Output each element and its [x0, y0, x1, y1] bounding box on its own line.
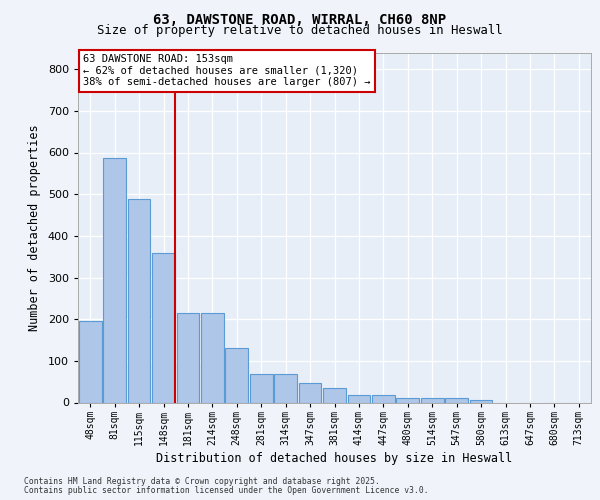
- Bar: [103, 158, 126, 402]
- Bar: [152, 252, 175, 402]
- Bar: [347, 395, 370, 402]
- Bar: [299, 382, 322, 402]
- Bar: [250, 374, 272, 402]
- Bar: [397, 398, 419, 402]
- Bar: [201, 312, 224, 402]
- Bar: [176, 312, 199, 402]
- Text: Size of property relative to detached houses in Heswall: Size of property relative to detached ho…: [97, 24, 503, 37]
- Bar: [470, 400, 493, 402]
- Bar: [323, 388, 346, 402]
- Bar: [226, 348, 248, 403]
- Bar: [274, 374, 297, 402]
- Text: Contains HM Land Registry data © Crown copyright and database right 2025.: Contains HM Land Registry data © Crown c…: [24, 477, 380, 486]
- Text: 63 DAWSTONE ROAD: 153sqm
← 62% of detached houses are smaller (1,320)
38% of sem: 63 DAWSTONE ROAD: 153sqm ← 62% of detach…: [83, 54, 371, 88]
- Bar: [128, 199, 151, 402]
- Bar: [372, 395, 395, 402]
- Text: Contains public sector information licensed under the Open Government Licence v3: Contains public sector information licen…: [24, 486, 428, 495]
- Text: 63, DAWSTONE ROAD, WIRRAL, CH60 8NP: 63, DAWSTONE ROAD, WIRRAL, CH60 8NP: [154, 12, 446, 26]
- Bar: [79, 321, 101, 402]
- X-axis label: Distribution of detached houses by size in Heswall: Distribution of detached houses by size …: [157, 452, 512, 464]
- Bar: [421, 398, 443, 402]
- Y-axis label: Number of detached properties: Number of detached properties: [28, 124, 41, 331]
- Bar: [445, 398, 468, 402]
